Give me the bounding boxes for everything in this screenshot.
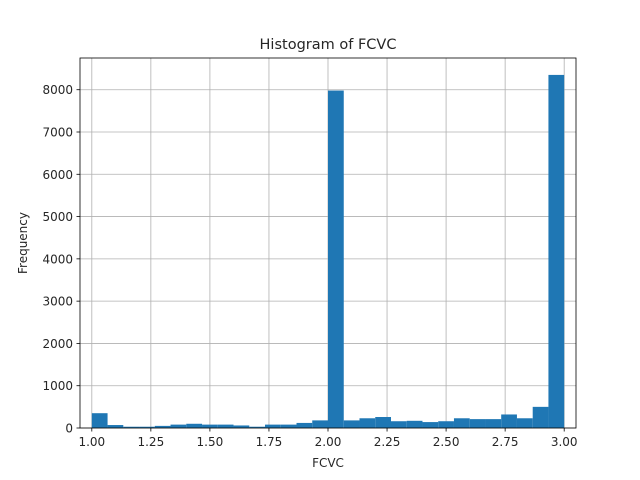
histogram-bar: [107, 425, 124, 428]
x-tick-label: 1.75: [256, 435, 283, 449]
histogram-bar: [532, 406, 549, 428]
histogram-bar: [280, 424, 297, 428]
x-tick-label: 1.50: [197, 435, 224, 449]
y-tick-label: 5000: [42, 210, 73, 224]
y-tick-label: 4000: [42, 252, 73, 266]
histogram-bar: [453, 418, 470, 428]
x-tick-label: 2.00: [315, 435, 342, 449]
y-tick-label: 2000: [42, 337, 73, 351]
y-axis-ticks: 0 1000 2000 3000 4000 5000 6000 7000 8000: [42, 83, 80, 436]
y-tick-label: 3000: [42, 295, 73, 309]
histogram-bar: [139, 426, 155, 428]
histogram-bar: [265, 424, 281, 428]
histogram-bar: [249, 426, 266, 428]
histogram-bar: [375, 417, 391, 428]
x-tick-label: 3.00: [551, 435, 578, 449]
x-tick-label: 2.50: [433, 435, 460, 449]
histogram-bar: [170, 424, 187, 428]
histogram-bar: [296, 422, 313, 428]
histogram-bar: [548, 74, 565, 429]
y-tick-label: 1000: [42, 379, 73, 393]
histogram-bar: [469, 419, 486, 428]
x-axis-label: FCVC: [312, 456, 344, 470]
histogram-bars: [91, 74, 565, 429]
x-tick-label: 2.25: [374, 435, 401, 449]
y-tick-label: 0: [65, 422, 73, 436]
histogram-bar: [312, 420, 328, 428]
histogram-bar: [328, 90, 344, 428]
histogram-bar: [202, 424, 218, 428]
y-tick-label: 6000: [42, 168, 73, 182]
chart-title: Histogram of FCVC: [260, 37, 397, 53]
histogram-bar: [186, 423, 203, 428]
y-tick-label: 7000: [42, 126, 73, 140]
histogram-bar: [438, 421, 454, 428]
y-axis-label: Frequency: [16, 212, 30, 274]
histogram-bar: [501, 414, 517, 428]
x-tick-label: 1.00: [78, 435, 105, 449]
histogram-bar: [154, 425, 171, 428]
histogram-bar: [233, 425, 250, 428]
histogram-bar: [217, 424, 234, 428]
histogram-bar: [343, 420, 360, 428]
x-axis-ticks: 1.00 1.25 1.50 1.75 2.00 2.25 2.50 2.75 3.00: [78, 428, 578, 449]
histogram-bar: [123, 426, 140, 428]
histogram-bar: [390, 421, 407, 428]
x-tick-label: 2.75: [492, 435, 519, 449]
histogram-bar: [422, 422, 439, 428]
histogram-bar: [91, 413, 108, 428]
histogram-bar: [485, 419, 502, 428]
y-tick-label: 8000: [42, 83, 73, 97]
x-tick-label: 1.25: [137, 435, 164, 449]
histogram-bar: [516, 418, 533, 428]
histogram-bar: [406, 420, 423, 428]
histogram-bar: [359, 418, 376, 428]
